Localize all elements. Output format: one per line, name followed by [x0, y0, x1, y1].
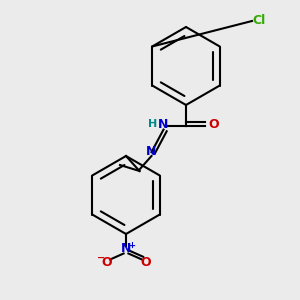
- Text: N: N: [158, 118, 169, 131]
- Text: N: N: [121, 242, 131, 256]
- Text: O: O: [208, 118, 219, 131]
- Text: O: O: [140, 256, 151, 269]
- Text: Cl: Cl: [252, 14, 265, 28]
- Text: −: −: [97, 253, 105, 263]
- Text: O: O: [101, 256, 112, 269]
- Text: H: H: [148, 119, 158, 130]
- Text: +: +: [128, 241, 135, 250]
- Text: N: N: [146, 145, 157, 158]
